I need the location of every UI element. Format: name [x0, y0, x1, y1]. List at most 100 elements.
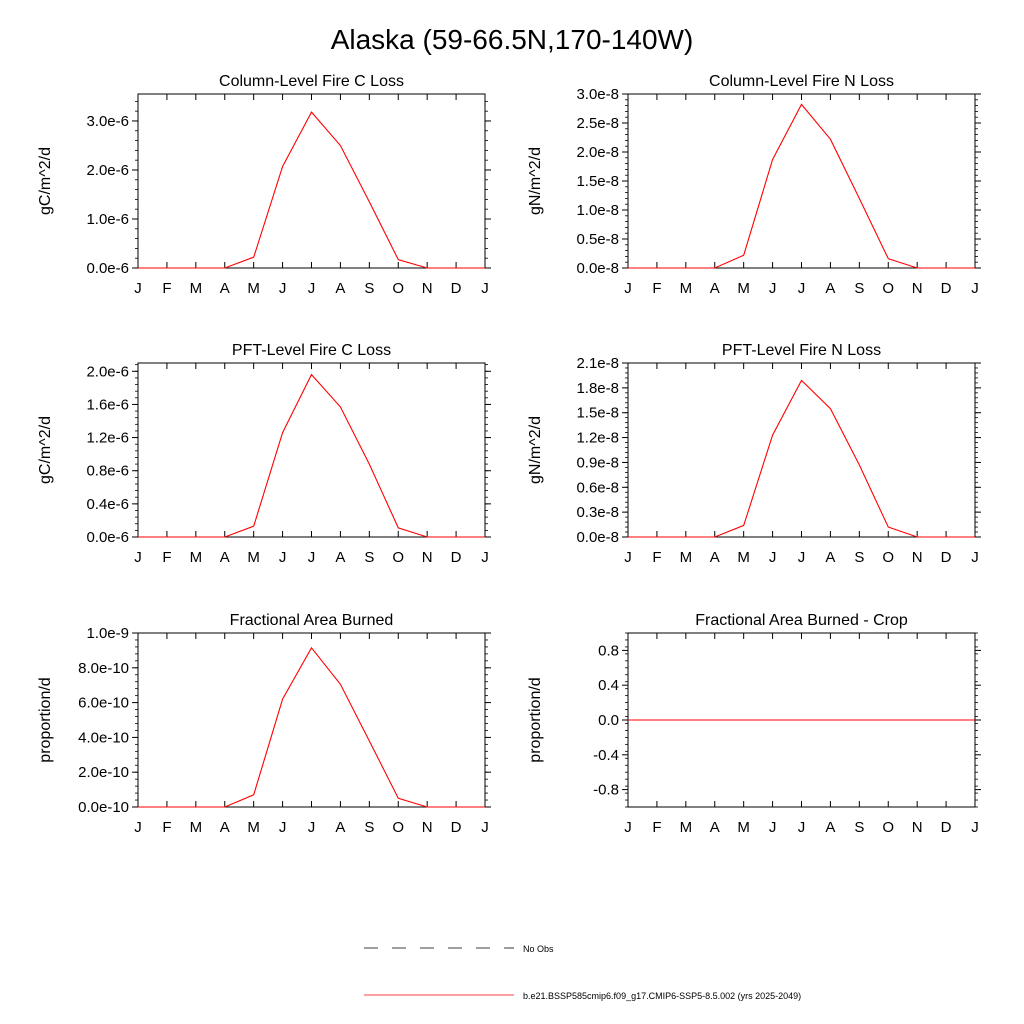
x-tick-label: J	[308, 280, 316, 297]
y-tick-label: 0.9e-8	[576, 454, 619, 471]
y-tick-label: 8.0e-10	[78, 660, 129, 677]
plot-frame	[137, 362, 486, 538]
x-tick-label: J	[481, 280, 489, 297]
y-tick-label: 1.5e-8	[576, 405, 619, 422]
x-tick-label: J	[279, 280, 287, 297]
x-tick-label: M	[680, 819, 693, 836]
y-tick-label: 0.5e-8	[576, 231, 619, 248]
x-tick-label: O	[882, 280, 894, 297]
x-tick-label: M	[737, 819, 750, 836]
y-tick-label: 0.0e-6	[86, 529, 129, 546]
y-tick-label: 0.3e-8	[576, 504, 619, 521]
y-axis-label: gC/m^2/d	[37, 147, 54, 215]
y-tick-label: 0.0	[598, 712, 619, 729]
y-tick-label: -0.8	[593, 782, 619, 799]
y-tick-label: 0.0e-8	[576, 529, 619, 546]
plot-frame	[627, 362, 976, 538]
x-tick-label: J	[279, 819, 287, 836]
x-tick-label: F	[162, 280, 171, 297]
x-tick-label: S	[364, 280, 374, 297]
x-tick-label: A	[825, 280, 835, 297]
x-tick-label: D	[451, 819, 462, 836]
y-tick-label: 0.6e-8	[576, 479, 619, 496]
y-tick-label: 1.6e-6	[86, 396, 129, 413]
x-tick-label: F	[652, 549, 661, 566]
x-tick-label: A	[220, 280, 230, 297]
y-tick-label: 2.0e-6	[86, 363, 129, 380]
x-tick-label: M	[247, 280, 260, 297]
series-line	[628, 103, 975, 269]
x-tick-label: A	[220, 819, 230, 836]
y-tick-label: 4.0e-10	[78, 729, 129, 746]
x-tick-label: N	[422, 280, 433, 297]
series-line	[138, 111, 485, 269]
x-tick-label: A	[710, 280, 720, 297]
y-axis-label: gN/m^2/d	[527, 147, 544, 215]
panel-title: Column-Level Fire C Loss	[219, 73, 404, 90]
x-tick-label: J	[134, 280, 142, 297]
x-tick-label: O	[392, 819, 404, 836]
x-tick-label: M	[190, 549, 203, 566]
x-tick-label: A	[335, 549, 345, 566]
x-tick-label: F	[162, 819, 171, 836]
panel-title: PFT-Level Fire C Loss	[232, 342, 391, 359]
x-tick-label: J	[624, 819, 632, 836]
x-tick-label: J	[134, 819, 142, 836]
y-axis-label: gC/m^2/d	[37, 416, 54, 484]
x-tick-label: M	[680, 549, 693, 566]
x-tick-label: J	[769, 280, 777, 297]
x-tick-label: J	[308, 549, 316, 566]
y-tick-label: 1.0e-9	[86, 625, 129, 642]
figure-title: Alaska (59-66.5N,170-140W)	[331, 24, 694, 55]
y-tick-label: 1.0e-6	[86, 211, 129, 228]
x-tick-label: J	[798, 549, 806, 566]
x-tick-label: J	[279, 549, 287, 566]
y-axis-label: proportion/d	[37, 677, 54, 762]
y-tick-label: 0.8	[598, 642, 619, 659]
x-tick-label: M	[190, 280, 203, 297]
y-tick-label: 1.5e-8	[576, 173, 619, 190]
legend-obs-label: No Obs	[523, 944, 554, 954]
x-tick-label: O	[392, 280, 404, 297]
x-tick-label: J	[481, 819, 489, 836]
x-tick-label: J	[308, 819, 316, 836]
x-tick-label: A	[710, 549, 720, 566]
plot-frame	[137, 632, 486, 808]
x-tick-label: N	[422, 549, 433, 566]
x-tick-label: J	[798, 819, 806, 836]
x-tick-label: J	[971, 819, 979, 836]
panel-title: PFT-Level Fire N Loss	[722, 342, 881, 359]
x-tick-label: O	[882, 549, 894, 566]
y-tick-label: 2.0e-6	[86, 162, 129, 179]
y-tick-label: 1.0e-8	[576, 202, 619, 219]
x-tick-label: A	[220, 549, 230, 566]
y-tick-label: 3.0e-8	[576, 86, 619, 103]
x-tick-label: D	[941, 549, 952, 566]
plot-frame	[137, 93, 486, 269]
legend-model-label: b.e21.BSSP585cmip6.f09_g17.CMIP6-SSP5-8.…	[523, 991, 801, 1001]
x-tick-label: J	[624, 549, 632, 566]
x-tick-label: M	[190, 819, 203, 836]
y-tick-label: 0.0e-10	[78, 799, 129, 816]
y-tick-label: 0.4	[598, 677, 619, 694]
series-line	[138, 373, 485, 538]
y-tick-label: 2.0e-8	[576, 144, 619, 161]
legend: No Obs b.e21.BSSP585cmip6.f09_g17.CMIP6-…	[364, 944, 801, 1001]
x-tick-label: A	[335, 280, 345, 297]
x-tick-label: A	[710, 819, 720, 836]
x-tick-label: N	[912, 819, 923, 836]
x-tick-label: O	[882, 819, 894, 836]
x-tick-label: M	[680, 280, 693, 297]
x-tick-label: S	[364, 819, 374, 836]
x-tick-label: D	[451, 549, 462, 566]
x-tick-label: M	[247, 549, 260, 566]
x-tick-label: J	[971, 280, 979, 297]
x-tick-label: O	[392, 549, 404, 566]
x-tick-label: A	[825, 819, 835, 836]
y-tick-label: 1.2e-6	[86, 430, 129, 447]
x-tick-label: N	[422, 819, 433, 836]
